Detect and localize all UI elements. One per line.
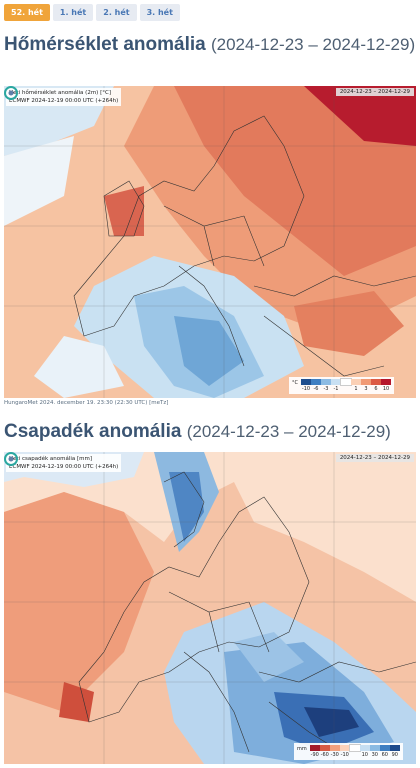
temperature-dates: (2024-12-23 – 2024-12-29)	[210, 35, 416, 54]
precipitation-legend-tick: -90	[310, 752, 319, 758]
temperature-legend-tick: 6	[374, 386, 378, 392]
precipitation-legend-swatch: -90	[309, 745, 320, 758]
temperature-title: Hőmérséklet anomália	[4, 34, 206, 55]
temperature-legend-tick: -6	[313, 386, 319, 392]
temperature-legend-swatch: 1	[351, 379, 361, 392]
temperature-anomaly-map: Heti hőmérséklet anomália (2m) [°C] ECMW…	[4, 86, 416, 398]
precipitation-legend-tick: -60	[320, 752, 329, 758]
precipitation-legend-tick: 30	[371, 752, 378, 758]
temperature-legend-swatch	[340, 378, 352, 392]
temperature-map-info-title: Heti hőmérséklet anomália (2m) [°C]	[9, 90, 111, 96]
temperature-map-date: 2024-12-23 – 2024-12-29	[335, 88, 414, 96]
temperature-map-info-model: ECMWF 2024-12-19 00:00 UTC (+264h)	[9, 98, 119, 104]
precipitation-map-info-model: ECMWF 2024-12-19 00:00 UTC (+264h)	[9, 464, 119, 470]
precipitation-legend-swatch: 90	[389, 745, 400, 758]
temperature-legend: °C -10 -6 -3 -1 1 3 6 10	[289, 377, 394, 394]
map-credit: HungaroMet 2024. december 19. 23:30 (22:…	[4, 400, 169, 406]
temperature-map-info: Heti hőmérséklet anomália (2m) [°C] ECMW…	[6, 88, 122, 106]
temperature-legend-swatch: 6	[371, 379, 381, 392]
temperature-legend-swatch: -3	[321, 379, 331, 392]
precipitation-dates: (2024-12-23 – 2024-12-29)	[186, 422, 391, 441]
precipitation-legend-tick: 90	[391, 752, 398, 758]
tab-week-1[interactable]: 1. hét	[52, 4, 94, 21]
precipitation-legend-swatch	[348, 744, 361, 758]
tab-week-3[interactable]: 3. hét	[139, 4, 180, 21]
temperature-legend-swatch: -6	[311, 379, 321, 392]
temperature-legend-tick: 3	[364, 386, 368, 392]
temperature-legend-swatch: -10	[301, 379, 311, 392]
week-tabs: 52. hét 1. hét 2. hét 3. hét	[4, 4, 180, 21]
precipitation-legend-unit: mm	[297, 746, 307, 752]
precipitation-map-info: Heti csapadék anomália [mm] ECMWF 2024-1…	[6, 454, 122, 472]
precipitation-legend-swatch: 60	[379, 745, 390, 758]
precipitation-anomaly-map: Heti csapadék anomália [mm] ECMWF 2024-1…	[4, 452, 416, 764]
temperature-legend-tick: 10	[382, 386, 390, 392]
temperature-legend-swatch: 3	[361, 379, 371, 392]
tab-week-2[interactable]: 2. hét	[96, 4, 137, 21]
temperature-legend-tick: 1	[354, 386, 358, 392]
temperature-legend-swatch: -1	[331, 379, 341, 392]
precipitation-map-info-title: Heti csapadék anomália [mm]	[9, 456, 93, 462]
precipitation-legend: mm -90 -60 -30 -10 10 30 60 90	[294, 743, 403, 760]
tab-week-52[interactable]: 52. hét	[4, 4, 50, 21]
temperature-legend-swatch: 10	[381, 379, 391, 392]
temperature-legend-unit: °C	[292, 380, 298, 386]
temperature-map-graphic	[4, 86, 416, 398]
precipitation-legend-swatch: -10	[339, 745, 350, 758]
temperature-legend-tick: -1	[333, 386, 339, 392]
hungaromet-logo-icon	[4, 452, 18, 466]
precipitation-legend-swatch: 10	[359, 745, 370, 758]
precipitation-legend-tick: -30	[330, 752, 339, 758]
temperature-legend-tick: -3	[323, 386, 329, 392]
precipitation-legend-tick: 10	[361, 752, 368, 758]
temperature-heading: Hőmérséklet anomália (2024-12-23 – 2024-…	[4, 34, 416, 56]
precipitation-legend-tick: 60	[381, 752, 388, 758]
precipitation-legend-swatch: -60	[319, 745, 330, 758]
precipitation-legend-tick: -10	[340, 752, 349, 758]
hungaromet-logo-icon	[4, 86, 18, 100]
precipitation-title: Csapadék anomália	[4, 421, 182, 442]
precipitation-legend-swatch: -30	[329, 745, 340, 758]
precipitation-map-graphic	[4, 452, 416, 764]
temperature-legend-tick: -10	[301, 386, 311, 392]
precipitation-heading: Csapadék anomália (2024-12-23 – 2024-12-…	[4, 421, 416, 443]
precipitation-legend-swatch: 30	[369, 745, 380, 758]
precipitation-map-date: 2024-12-23 – 2024-12-29	[335, 454, 414, 462]
